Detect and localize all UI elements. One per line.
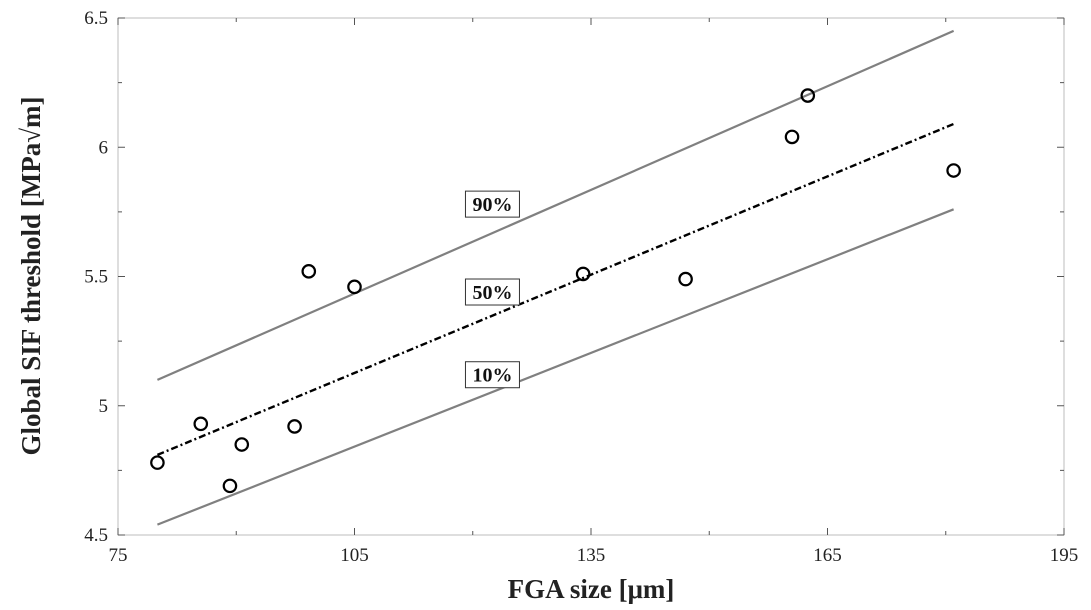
x-tick-label: 105 — [340, 545, 369, 566]
percentile-line-90 — [156, 29, 955, 381]
data-point — [287, 419, 302, 434]
data-point — [222, 478, 238, 494]
y-tick-label: 6.5 — [84, 8, 108, 29]
y-axis-label: Global SIF threshold [MPa√m] — [16, 96, 46, 455]
percentile-line-50 — [156, 122, 955, 456]
y-tick-label: 6 — [99, 137, 109, 158]
band-label-50: 50% — [464, 278, 520, 306]
y-tick-label: 5.5 — [84, 267, 108, 288]
axis-ticks: 75 105 135 165 195 4.5 5 5.5 6 6.5 — [84, 8, 1078, 566]
label-box — [464, 361, 520, 389]
label-text: 50% — [472, 282, 512, 304]
band-label-10: 10% — [464, 361, 520, 389]
y-tick-label: 4.5 — [84, 525, 108, 546]
x-tick-label: 165 — [813, 545, 842, 566]
data-points — [150, 88, 961, 494]
data-point — [575, 266, 591, 282]
data-point — [946, 163, 961, 178]
percentile-lines — [156, 29, 955, 526]
y-tick-label: 5 — [99, 396, 109, 417]
data-point — [301, 264, 317, 279]
label-text: 90% — [472, 194, 512, 216]
data-point — [234, 437, 250, 452]
data-point — [347, 279, 362, 295]
band-label-90: 90% — [464, 190, 520, 218]
x-tick-label: 135 — [577, 545, 606, 566]
label-box — [464, 278, 520, 306]
data-point — [800, 88, 816, 103]
x-tick-label: 195 — [1050, 545, 1079, 566]
data-point — [678, 271, 693, 287]
data-point — [150, 455, 165, 470]
data-point — [193, 416, 209, 432]
label-text: 10% — [472, 365, 512, 387]
percentile-line-10 — [157, 208, 955, 526]
band-labels: 90% 50% 10% — [464, 190, 520, 389]
plot-area — [117, 17, 1065, 536]
data-point — [784, 129, 800, 145]
label-box — [464, 190, 520, 218]
x-axis-label: FGA size [μm] — [508, 574, 675, 604]
x-tick-label: 75 — [109, 545, 128, 566]
